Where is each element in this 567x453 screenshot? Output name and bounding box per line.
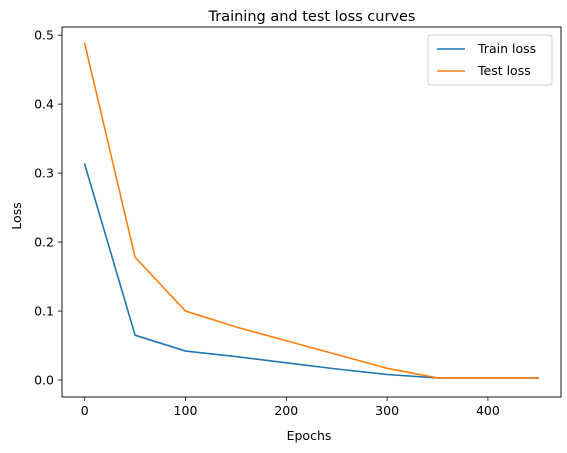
chart-title: Training and test loss curves: [208, 9, 416, 25]
legend-label-test: Test loss: [477, 63, 531, 78]
y-tick-label: 0.0: [34, 373, 54, 388]
series-line-test-loss: [83, 42, 540, 379]
x-tick-label: 0: [81, 403, 89, 418]
series-lines: [83, 42, 540, 379]
plot-frame: [61, 26, 562, 398]
x-tick-label: 100: [174, 403, 198, 418]
y-axis-label: Loss: [9, 202, 24, 229]
y-tick-label: 0.3: [34, 166, 54, 181]
y-tick-label: 0.4: [34, 97, 54, 112]
y-tick-label: 0.2: [34, 235, 54, 250]
plot-area: 0 100 200 300 400 0.0 0.1 0.2 0.3 0.4 0.5: [34, 26, 562, 418]
x-tick-label: 400: [476, 403, 500, 418]
axis-ticks: 0 100 200 300 400 0.0 0.1 0.2 0.3 0.4 0.5: [34, 28, 500, 418]
y-tick-label: 0.5: [34, 28, 54, 43]
x-tick-label: 300: [375, 403, 399, 418]
x-tick-label: 200: [274, 403, 298, 418]
series-line-train-loss: [83, 163, 540, 379]
y-tick-label: 0.1: [34, 304, 54, 319]
x-axis-label: Epochs: [287, 428, 332, 443]
legend-label-train: Train loss: [477, 41, 536, 56]
legend-box: [427, 34, 553, 86]
legend: Train loss Test loss: [427, 34, 553, 86]
